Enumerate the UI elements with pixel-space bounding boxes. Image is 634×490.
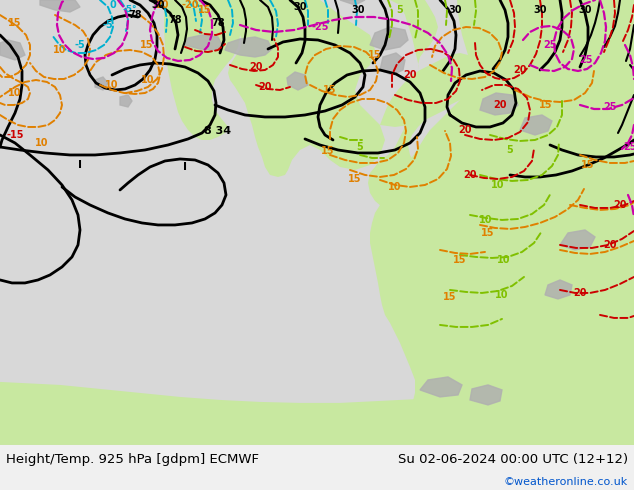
Text: 78: 78 xyxy=(211,18,225,28)
Text: I: I xyxy=(183,162,187,172)
Text: 30: 30 xyxy=(448,5,462,15)
Text: 30: 30 xyxy=(533,5,547,15)
Text: 15: 15 xyxy=(321,146,335,156)
Text: 10: 10 xyxy=(388,182,402,192)
Polygon shape xyxy=(0,40,25,60)
Text: -15: -15 xyxy=(6,130,23,140)
Polygon shape xyxy=(370,27,408,50)
Polygon shape xyxy=(340,0,365,5)
Text: 20: 20 xyxy=(493,100,507,110)
Text: 5: 5 xyxy=(507,145,514,155)
Polygon shape xyxy=(545,280,572,299)
Text: 30: 30 xyxy=(294,2,307,12)
Polygon shape xyxy=(285,0,438,210)
Text: 15: 15 xyxy=(323,85,337,95)
Text: 15: 15 xyxy=(368,50,382,60)
Text: 10: 10 xyxy=(8,88,22,98)
Text: 15: 15 xyxy=(581,160,595,170)
Polygon shape xyxy=(315,110,340,137)
Text: -20: -20 xyxy=(181,0,198,10)
Text: 25: 25 xyxy=(623,142,634,152)
Text: Su 02-06-2024 00:00 UTC (12+12): Su 02-06-2024 00:00 UTC (12+12) xyxy=(398,453,628,466)
Text: 20: 20 xyxy=(613,200,627,210)
Text: 15: 15 xyxy=(348,174,362,184)
Text: 20: 20 xyxy=(603,240,617,250)
Text: 8 34: 8 34 xyxy=(204,126,231,136)
Polygon shape xyxy=(0,382,634,445)
Polygon shape xyxy=(225,37,272,57)
Text: 20: 20 xyxy=(155,0,169,10)
Text: 15: 15 xyxy=(8,18,22,28)
Polygon shape xyxy=(560,230,595,250)
Polygon shape xyxy=(185,35,222,50)
Text: ©weatheronline.co.uk: ©weatheronline.co.uk xyxy=(504,477,628,487)
Text: 78: 78 xyxy=(168,15,182,25)
Text: 15: 15 xyxy=(540,100,553,110)
Text: 78: 78 xyxy=(128,10,142,20)
Polygon shape xyxy=(282,70,310,97)
Text: 10: 10 xyxy=(491,180,505,190)
Polygon shape xyxy=(287,72,308,90)
Text: 5: 5 xyxy=(356,142,363,152)
Text: 10: 10 xyxy=(495,290,508,300)
Text: -5: -5 xyxy=(103,20,113,30)
Text: 30: 30 xyxy=(578,5,592,15)
Text: 15: 15 xyxy=(140,40,154,50)
Polygon shape xyxy=(215,0,385,177)
Text: 10: 10 xyxy=(479,215,493,225)
Polygon shape xyxy=(95,77,108,90)
Polygon shape xyxy=(420,377,462,397)
Text: 10: 10 xyxy=(53,45,67,55)
Text: -5: -5 xyxy=(75,40,86,50)
Polygon shape xyxy=(380,53,482,127)
Text: 10: 10 xyxy=(36,138,49,148)
Text: -5°: -5° xyxy=(123,5,137,15)
Text: 20: 20 xyxy=(249,62,262,72)
Text: Height/Temp. 925 hPa [gdpm] ECMWF: Height/Temp. 925 hPa [gdpm] ECMWF xyxy=(6,453,259,466)
Text: -25: -25 xyxy=(311,22,329,32)
Text: 10: 10 xyxy=(105,80,119,90)
Text: 20: 20 xyxy=(403,70,417,80)
Text: 15: 15 xyxy=(443,292,456,302)
Text: 10: 10 xyxy=(141,75,155,85)
Text: 15: 15 xyxy=(453,255,467,265)
Text: 30: 30 xyxy=(351,5,365,15)
Text: 10: 10 xyxy=(497,255,511,265)
Text: 15: 15 xyxy=(198,5,212,15)
Text: 20: 20 xyxy=(458,125,472,135)
Polygon shape xyxy=(480,93,518,115)
Polygon shape xyxy=(380,53,405,75)
Polygon shape xyxy=(120,95,132,107)
Text: 20: 20 xyxy=(463,170,477,180)
Polygon shape xyxy=(40,0,80,12)
Text: 20: 20 xyxy=(258,82,272,92)
Text: 30: 30 xyxy=(152,0,165,10)
Polygon shape xyxy=(370,0,634,445)
Polygon shape xyxy=(520,115,552,135)
Text: 20: 20 xyxy=(514,65,527,75)
Text: 15: 15 xyxy=(481,228,495,238)
Polygon shape xyxy=(470,385,502,405)
Text: 20: 20 xyxy=(573,288,586,298)
Text: 25: 25 xyxy=(543,40,557,50)
Text: 25: 25 xyxy=(603,102,617,112)
Text: 5: 5 xyxy=(397,5,403,15)
Text: I: I xyxy=(78,160,82,170)
Polygon shape xyxy=(164,0,240,140)
Text: 0: 0 xyxy=(110,0,117,10)
Text: 25: 25 xyxy=(579,55,593,65)
